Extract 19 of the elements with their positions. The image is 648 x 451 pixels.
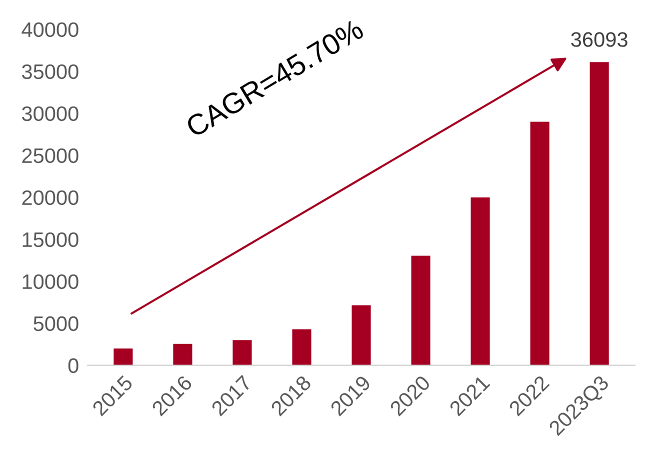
bar: [411, 256, 430, 366]
y-tick-label: 25000: [22, 148, 78, 164]
bar: [530, 122, 550, 366]
y-tick-label: 5000: [34, 316, 78, 332]
bar: [590, 62, 609, 366]
y-tick-label: 30000: [22, 106, 78, 122]
y-tick-label: 15000: [22, 232, 78, 248]
bar: [232, 340, 252, 366]
y-tick-label: 35000: [22, 64, 78, 80]
y-tick-label: 20000: [22, 190, 78, 206]
data-label: 36093: [571, 32, 628, 47]
bar: [173, 344, 192, 366]
bar: [352, 305, 371, 366]
y-tick-label: 10000: [22, 274, 78, 290]
y-tick-label: 0: [68, 358, 78, 374]
y-tick-label: 40000: [22, 22, 78, 38]
bar: [292, 329, 312, 366]
bar: [114, 348, 133, 366]
bar: [470, 197, 490, 366]
